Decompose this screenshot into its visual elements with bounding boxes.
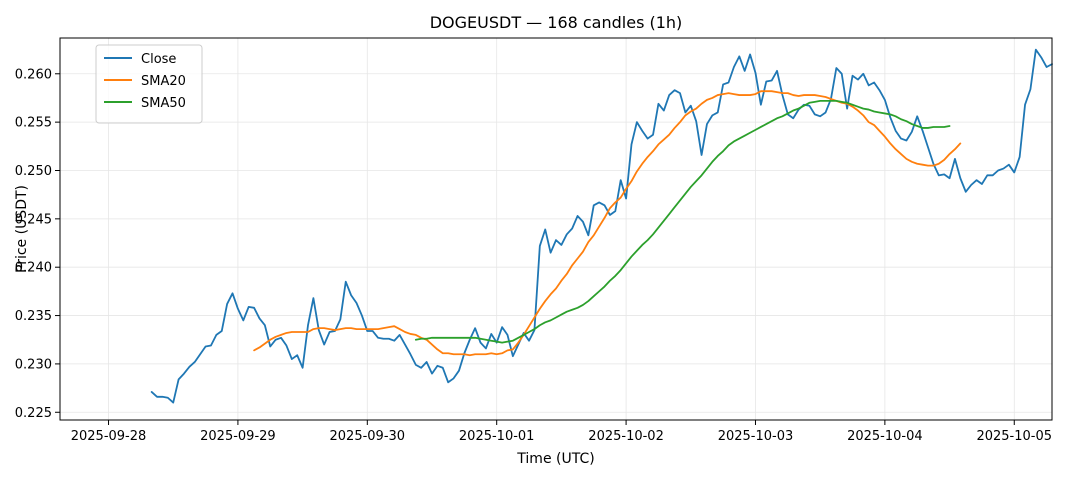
grid xyxy=(60,38,1052,420)
axis-ticks: 2025-09-28 2025-09-29 2025-09-30 2025-10-01… xyxy=(15,67,1052,444)
x-tick-label: 2025-10-02 xyxy=(588,429,664,444)
series-line-close xyxy=(150,48,1053,404)
y-tick-label: 0.235 xyxy=(15,309,52,324)
legend-label-sma20: SMA20 xyxy=(141,74,186,89)
y-axis-title: Price (USDT) xyxy=(14,185,30,273)
x-tick-label: 2025-09-29 xyxy=(200,429,276,444)
legend-box xyxy=(95,44,203,124)
chart-title: DOGEUSDT — 168 candles (1h) xyxy=(430,13,683,32)
x-tick-label: 2025-10-03 xyxy=(718,429,794,444)
plot-frame xyxy=(59,37,1053,421)
y-tick-label: 0.255 xyxy=(15,116,52,131)
y-tick-label: 0.225 xyxy=(15,406,52,421)
legend-label-sma50: SMA50 xyxy=(141,96,186,111)
x-tick-label: 2025-09-30 xyxy=(330,429,406,444)
y-tick-label: 0.240 xyxy=(15,261,52,276)
series-lines xyxy=(150,48,1053,404)
y-tick-label: 0.250 xyxy=(15,164,52,179)
y-tick-label: 0.245 xyxy=(15,212,52,227)
x-tick-label: 2025-09-28 xyxy=(71,429,147,444)
x-axis-title: Time (UTC) xyxy=(516,451,594,467)
legend: Close SMA20 SMA50 xyxy=(95,44,203,124)
y-tick-label: 0.260 xyxy=(15,67,52,82)
x-tick-label: 2025-10-05 xyxy=(976,429,1052,444)
x-tick-label: 2025-10-04 xyxy=(847,429,923,444)
series-line-sma50 xyxy=(414,99,951,344)
legend-label-close: Close xyxy=(141,52,176,67)
y-tick-label: 0.230 xyxy=(15,357,52,372)
x-tick-label: 2025-10-01 xyxy=(459,429,535,444)
series-line-sma20 xyxy=(253,90,962,357)
